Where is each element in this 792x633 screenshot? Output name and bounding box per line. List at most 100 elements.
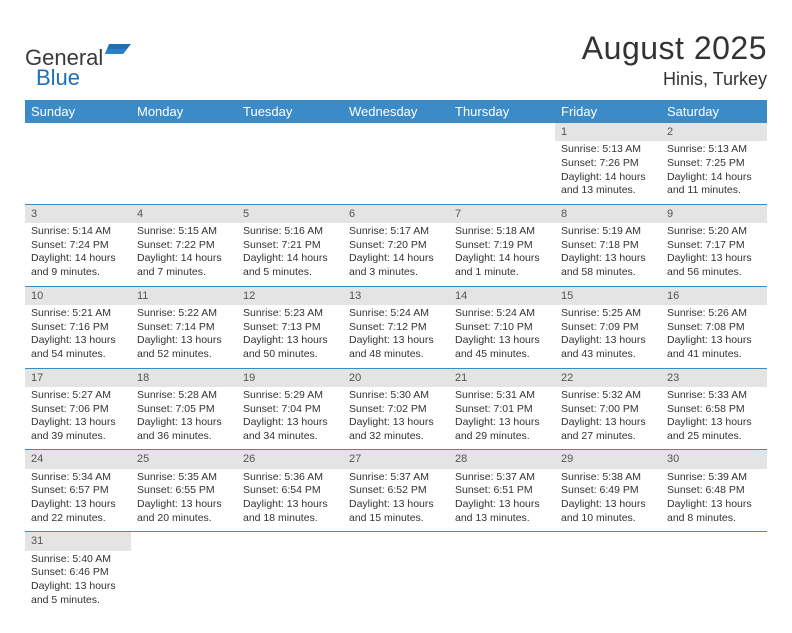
day-details: Sunrise: 5:14 AMSunset: 7:24 PMDaylight:… [25,223,131,286]
day-number: 8 [555,205,661,223]
day-details: Sunrise: 5:13 AMSunset: 7:26 PMDaylight:… [555,141,661,204]
day-number: 12 [237,287,343,305]
calendar-cell: 24Sunrise: 5:34 AMSunset: 6:57 PMDayligh… [25,450,131,532]
day-number: 15 [555,287,661,305]
calendar-cell: 17Sunrise: 5:27 AMSunset: 7:06 PMDayligh… [25,368,131,450]
day-number: 27 [343,450,449,468]
calendar-week-row: 31Sunrise: 5:40 AMSunset: 6:46 PMDayligh… [25,532,767,613]
calendar-cell [25,123,131,204]
calendar-cell [555,532,661,613]
calendar-cell [131,123,237,204]
day-details: Sunrise: 5:35 AMSunset: 6:55 PMDaylight:… [131,469,237,532]
day-details: Sunrise: 5:24 AMSunset: 7:10 PMDaylight:… [449,305,555,368]
day-number: 16 [661,287,767,305]
day-number: 26 [237,450,343,468]
day-header: Tuesday [237,100,343,123]
header: General August 2025 Hinis, Turkey [25,30,767,90]
day-details: Sunrise: 5:24 AMSunset: 7:12 PMDaylight:… [343,305,449,368]
calendar-cell: 2Sunrise: 5:13 AMSunset: 7:25 PMDaylight… [661,123,767,204]
calendar-cell [449,532,555,613]
day-details: Sunrise: 5:37 AMSunset: 6:51 PMDaylight:… [449,469,555,532]
calendar-cell: 21Sunrise: 5:31 AMSunset: 7:01 PMDayligh… [449,368,555,450]
calendar-cell: 27Sunrise: 5:37 AMSunset: 6:52 PMDayligh… [343,450,449,532]
calendar-cell: 26Sunrise: 5:36 AMSunset: 6:54 PMDayligh… [237,450,343,532]
day-number: 11 [131,287,237,305]
calendar-week-row: 10Sunrise: 5:21 AMSunset: 7:16 PMDayligh… [25,286,767,368]
day-number: 30 [661,450,767,468]
calendar-cell: 5Sunrise: 5:16 AMSunset: 7:21 PMDaylight… [237,204,343,286]
calendar-week-row: 24Sunrise: 5:34 AMSunset: 6:57 PMDayligh… [25,450,767,532]
day-number: 14 [449,287,555,305]
calendar-cell: 25Sunrise: 5:35 AMSunset: 6:55 PMDayligh… [131,450,237,532]
day-number: 22 [555,369,661,387]
day-details: Sunrise: 5:31 AMSunset: 7:01 PMDaylight:… [449,387,555,450]
calendar-cell: 6Sunrise: 5:17 AMSunset: 7:20 PMDaylight… [343,204,449,286]
calendar-cell: 10Sunrise: 5:21 AMSunset: 7:16 PMDayligh… [25,286,131,368]
day-details: Sunrise: 5:32 AMSunset: 7:00 PMDaylight:… [555,387,661,450]
day-number: 20 [343,369,449,387]
calendar-cell [661,532,767,613]
title-block: August 2025 Hinis, Turkey [582,30,767,90]
day-details: Sunrise: 5:30 AMSunset: 7:02 PMDaylight:… [343,387,449,450]
day-number: 29 [555,450,661,468]
calendar-header-row: SundayMondayTuesdayWednesdayThursdayFrid… [25,100,767,123]
calendar-week-row: 1Sunrise: 5:13 AMSunset: 7:26 PMDaylight… [25,123,767,204]
calendar-cell: 9Sunrise: 5:20 AMSunset: 7:17 PMDaylight… [661,204,767,286]
day-number: 25 [131,450,237,468]
day-number: 23 [661,369,767,387]
month-title: August 2025 [582,30,767,67]
day-number: 17 [25,369,131,387]
calendar-cell: 15Sunrise: 5:25 AMSunset: 7:09 PMDayligh… [555,286,661,368]
calendar-cell: 18Sunrise: 5:28 AMSunset: 7:05 PMDayligh… [131,368,237,450]
day-number: 7 [449,205,555,223]
day-number: 19 [237,369,343,387]
calendar-cell: 1Sunrise: 5:13 AMSunset: 7:26 PMDaylight… [555,123,661,204]
day-details: Sunrise: 5:25 AMSunset: 7:09 PMDaylight:… [555,305,661,368]
calendar-cell: 12Sunrise: 5:23 AMSunset: 7:13 PMDayligh… [237,286,343,368]
day-details: Sunrise: 5:36 AMSunset: 6:54 PMDaylight:… [237,469,343,532]
logo-flag-icon [105,40,131,63]
day-number: 3 [25,205,131,223]
day-details: Sunrise: 5:19 AMSunset: 7:18 PMDaylight:… [555,223,661,286]
day-details: Sunrise: 5:16 AMSunset: 7:21 PMDaylight:… [237,223,343,286]
day-details: Sunrise: 5:23 AMSunset: 7:13 PMDaylight:… [237,305,343,368]
day-details: Sunrise: 5:28 AMSunset: 7:05 PMDaylight:… [131,387,237,450]
day-number: 2 [661,123,767,141]
day-number: 1 [555,123,661,141]
day-details: Sunrise: 5:38 AMSunset: 6:49 PMDaylight:… [555,469,661,532]
day-details: Sunrise: 5:27 AMSunset: 7:06 PMDaylight:… [25,387,131,450]
calendar-cell: 30Sunrise: 5:39 AMSunset: 6:48 PMDayligh… [661,450,767,532]
day-details: Sunrise: 5:29 AMSunset: 7:04 PMDaylight:… [237,387,343,450]
day-details: Sunrise: 5:17 AMSunset: 7:20 PMDaylight:… [343,223,449,286]
calendar-cell: 8Sunrise: 5:19 AMSunset: 7:18 PMDaylight… [555,204,661,286]
calendar-cell [343,532,449,613]
day-details: Sunrise: 5:22 AMSunset: 7:14 PMDaylight:… [131,305,237,368]
day-details: Sunrise: 5:39 AMSunset: 6:48 PMDaylight:… [661,469,767,532]
day-number: 28 [449,450,555,468]
day-header: Thursday [449,100,555,123]
calendar-cell: 11Sunrise: 5:22 AMSunset: 7:14 PMDayligh… [131,286,237,368]
day-details: Sunrise: 5:18 AMSunset: 7:19 PMDaylight:… [449,223,555,286]
calendar-cell [343,123,449,204]
day-number: 21 [449,369,555,387]
day-number: 13 [343,287,449,305]
day-details: Sunrise: 5:37 AMSunset: 6:52 PMDaylight:… [343,469,449,532]
calendar-cell: 4Sunrise: 5:15 AMSunset: 7:22 PMDaylight… [131,204,237,286]
calendar-cell: 13Sunrise: 5:24 AMSunset: 7:12 PMDayligh… [343,286,449,368]
day-header: Wednesday [343,100,449,123]
day-details: Sunrise: 5:26 AMSunset: 7:08 PMDaylight:… [661,305,767,368]
day-number: 10 [25,287,131,305]
day-header: Monday [131,100,237,123]
day-header: Saturday [661,100,767,123]
calendar-cell: 20Sunrise: 5:30 AMSunset: 7:02 PMDayligh… [343,368,449,450]
calendar-cell: 22Sunrise: 5:32 AMSunset: 7:00 PMDayligh… [555,368,661,450]
day-header: Sunday [25,100,131,123]
location: Hinis, Turkey [582,69,767,90]
day-number: 6 [343,205,449,223]
day-details: Sunrise: 5:33 AMSunset: 6:58 PMDaylight:… [661,387,767,450]
calendar-body: 1Sunrise: 5:13 AMSunset: 7:26 PMDaylight… [25,123,767,613]
calendar-cell: 16Sunrise: 5:26 AMSunset: 7:08 PMDayligh… [661,286,767,368]
logo-text-blue: Blue [36,65,80,90]
calendar-cell [449,123,555,204]
day-details: Sunrise: 5:21 AMSunset: 7:16 PMDaylight:… [25,305,131,368]
